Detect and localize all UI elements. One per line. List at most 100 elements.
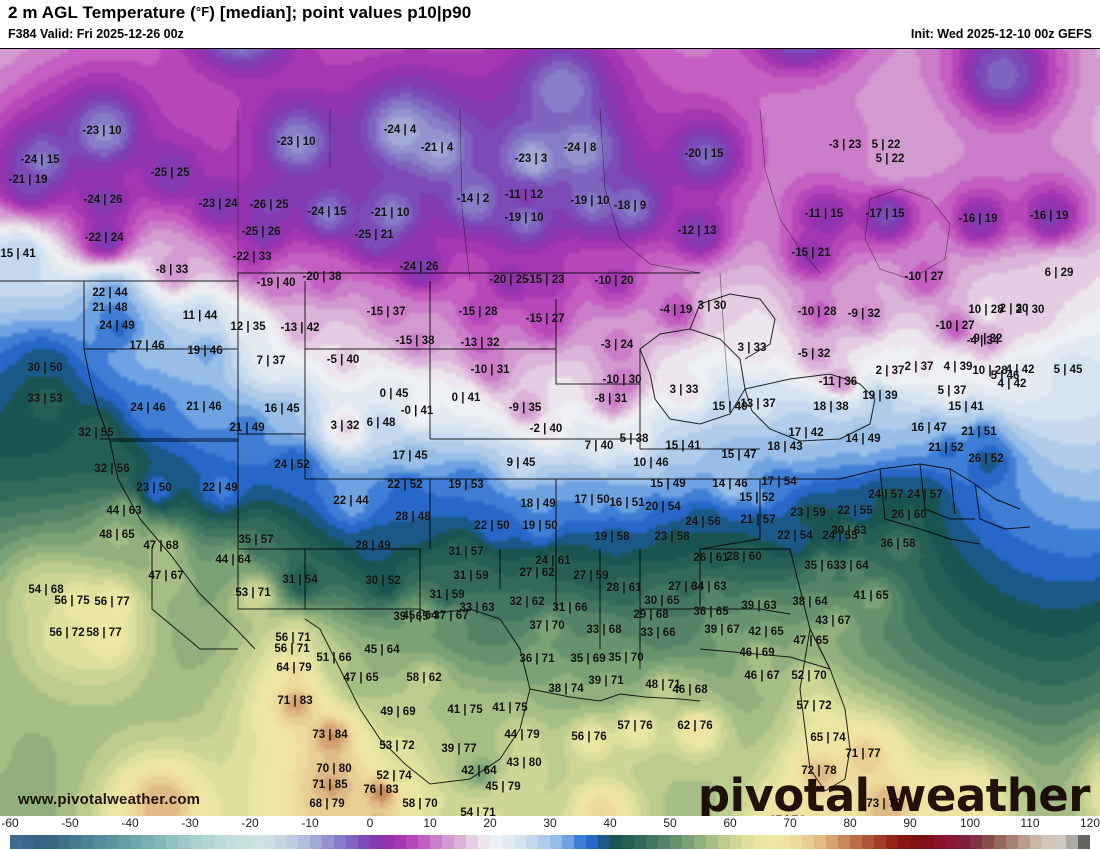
temperature-raster — [0, 49, 1100, 816]
colorbar-bin — [562, 835, 574, 849]
colorbar-bin — [1054, 835, 1066, 849]
colorbar-bin — [370, 835, 382, 849]
colorbar-bin — [502, 835, 514, 849]
page-title-suffix: ) [median]; point values p10|p90 — [209, 3, 472, 22]
valid-time-label: F384 Valid: Fri 2025-12-26 00z — [8, 27, 184, 41]
colorbar-tick: 90 — [903, 816, 917, 830]
colorbar[interactable]: -60 -50 -40 -30 -20 -10 0 10 20 30 40 50 60 70 80 90 100… — [0, 816, 1100, 850]
colorbar-gradient-strip — [10, 835, 1090, 849]
colorbar-bin — [658, 835, 670, 849]
colorbar-tick: -20 — [241, 816, 259, 830]
colorbar-bin — [478, 835, 490, 849]
colorbar-bin — [454, 835, 466, 849]
colorbar-bin — [430, 835, 442, 849]
colorbar-bin — [490, 835, 502, 849]
colorbar-bin — [346, 835, 358, 849]
colorbar-bin — [1066, 835, 1078, 849]
colorbar-bin — [946, 835, 958, 849]
colorbar-bin — [394, 835, 406, 849]
header-bar: 2 m AGL Temperature (°F) [median]; point… — [0, 0, 1100, 48]
colorbar-bin — [514, 835, 526, 849]
colorbar-bin — [1042, 835, 1054, 849]
colorbar-bin — [694, 835, 706, 849]
colorbar-bin — [334, 835, 346, 849]
colorbar-bin — [622, 835, 634, 849]
colorbar-tick: 70 — [783, 816, 797, 830]
colorbar-bin — [790, 835, 802, 849]
site-url-watermark: www.pivotalweather.com — [18, 791, 201, 808]
colorbar-bin — [10, 835, 22, 849]
colorbar-bin — [82, 835, 94, 849]
colorbar-bin — [922, 835, 934, 849]
colorbar-bin — [166, 835, 178, 849]
colorbar-tick: -30 — [181, 816, 199, 830]
colorbar-tick-labels: -60 -50 -40 -30 -20 -10 0 10 20 30 40 50 60 70 80 90 100… — [0, 816, 1100, 834]
colorbar-bin — [574, 835, 586, 849]
colorbar-bin — [94, 835, 106, 849]
colorbar-bin — [274, 835, 286, 849]
colorbar-tick: -60 — [1, 816, 19, 830]
temperature-field — [0, 49, 1100, 816]
colorbar-bin — [418, 835, 430, 849]
page-title: 2 m AGL Temperature (°F) [median]; point… — [8, 3, 471, 23]
colorbar-bin — [1018, 835, 1030, 849]
colorbar-bin — [358, 835, 370, 849]
colorbar-bin — [982, 835, 994, 849]
colorbar-bin — [802, 835, 814, 849]
colorbar-bin — [298, 835, 310, 849]
map-canvas-area[interactable]: -23 | 10 -23 | 10 -24 | 4 -21 | 4 -23 | 3 -24… — [0, 48, 1100, 816]
colorbar-bin — [994, 835, 1006, 849]
colorbar-bin — [526, 835, 538, 849]
colorbar-bin — [250, 835, 262, 849]
colorbar-bin — [1030, 835, 1042, 849]
colorbar-tick: -50 — [61, 816, 79, 830]
colorbar-bin — [826, 835, 838, 849]
colorbar-bin — [1006, 835, 1018, 849]
colorbar-bin — [382, 835, 394, 849]
colorbar-bin — [118, 835, 130, 849]
colorbar-bin — [442, 835, 454, 849]
colorbar-bin — [670, 835, 682, 849]
colorbar-bin — [538, 835, 550, 849]
colorbar-bin — [286, 835, 298, 849]
colorbar-bin — [730, 835, 742, 849]
colorbar-tick: 80 — [843, 816, 857, 830]
colorbar-bin — [262, 835, 274, 849]
colorbar-bin — [778, 835, 790, 849]
political-borders-overlay — [0, 108, 1031, 792]
colorbar-bin — [706, 835, 718, 849]
colorbar-bin — [838, 835, 850, 849]
colorbar-tick: -10 — [301, 816, 319, 830]
colorbar-bin — [22, 835, 34, 849]
colorbar-bin — [610, 835, 622, 849]
colorbar-bin — [934, 835, 946, 849]
colorbar-tick: 10 — [423, 816, 437, 830]
colorbar-tick: 20 — [483, 816, 497, 830]
colorbar-bin — [886, 835, 898, 849]
brand-watermark: pivotal weather — [697, 769, 1091, 816]
colorbar-bin — [598, 835, 610, 849]
colorbar-tick: 100 — [959, 816, 981, 830]
colorbar-bin — [154, 835, 166, 849]
colorbar-bin — [58, 835, 70, 849]
colorbar-tick: 30 — [543, 816, 557, 830]
colorbar-bin — [70, 835, 82, 849]
colorbar-tick: 120 — [1079, 816, 1100, 830]
init-time-label: Init: Wed 2025-12-10 00z GEFS — [910, 27, 1092, 41]
colorbar-bin — [1078, 835, 1090, 849]
colorbar-bin — [178, 835, 190, 849]
colorbar-bin — [814, 835, 826, 849]
colorbar-bin — [46, 835, 58, 849]
colorbar-tick: 0 — [366, 816, 374, 830]
colorbar-bin — [406, 835, 418, 849]
colorbar-bin — [682, 835, 694, 849]
colorbar-bin — [898, 835, 910, 849]
colorbar-tick: 40 — [603, 816, 617, 830]
colorbar-bin — [142, 835, 154, 849]
colorbar-bin — [466, 835, 478, 849]
colorbar-bin — [106, 835, 118, 849]
page-title-text: 2 m AGL Temperature ( — [8, 3, 196, 22]
colorbar-bin — [310, 835, 322, 849]
colorbar-bin — [718, 835, 730, 849]
